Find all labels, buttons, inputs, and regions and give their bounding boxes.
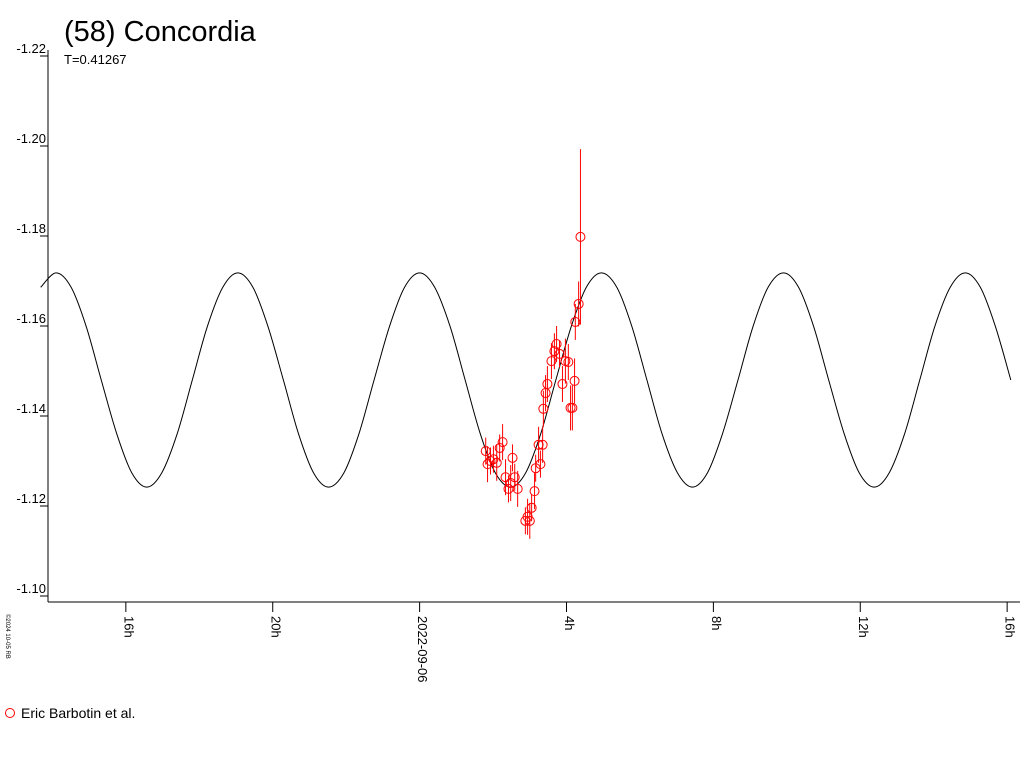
data-point [557, 379, 568, 390]
data-point [538, 403, 549, 414]
y-tick-label: -1.14 [16, 401, 46, 416]
data-point [512, 483, 523, 494]
data-point [526, 502, 537, 513]
data-point [488, 454, 499, 465]
data-point [573, 298, 584, 309]
x-tick-label: 16h [1003, 616, 1018, 638]
data-point [546, 356, 557, 367]
data-point [529, 486, 540, 497]
data-point [554, 348, 565, 359]
credit: ©2024 10-05 RB [4, 614, 11, 659]
data-point [507, 452, 518, 463]
data-point [535, 459, 546, 470]
y-tick-label: -1.16 [16, 311, 46, 326]
data-point [494, 442, 505, 453]
x-tick-label: 12h [856, 616, 871, 638]
legend-label: Eric Barbotin et al. [21, 705, 135, 721]
data-point [497, 437, 508, 448]
x-tick-label: 16h [121, 616, 136, 638]
data-point [537, 439, 548, 450]
y-tick-label: -1.22 [16, 41, 46, 56]
model-curve [40, 272, 1012, 488]
data-point [509, 472, 520, 483]
chart-title: (58) Concordia [64, 16, 257, 48]
data-point [563, 357, 574, 367]
data-point [542, 379, 553, 390]
y-tick-label: -1.18 [16, 221, 46, 236]
data-point [551, 339, 562, 349]
data-point [570, 316, 581, 327]
x-tick-label: 8h [709, 616, 724, 630]
x-tick-label: 2022-09-06 [415, 616, 430, 683]
y-tick-label: -1.10 [16, 581, 46, 596]
data-point [567, 402, 578, 413]
data-point [485, 456, 496, 466]
data-point [491, 457, 502, 468]
data-point [569, 375, 580, 386]
data-point [575, 231, 586, 242]
data-point [533, 439, 544, 450]
legend-marker [5, 708, 15, 718]
x-tick-label: 4h [562, 616, 577, 630]
data-point [524, 515, 535, 526]
data-point [549, 346, 560, 357]
chart-subtitle: T=0.41267 [64, 52, 127, 67]
x-tick-label: 20h [268, 616, 283, 638]
y-tick-label: -1.12 [16, 491, 46, 506]
y-tick-label: -1.20 [16, 131, 46, 146]
data-point [480, 446, 491, 457]
